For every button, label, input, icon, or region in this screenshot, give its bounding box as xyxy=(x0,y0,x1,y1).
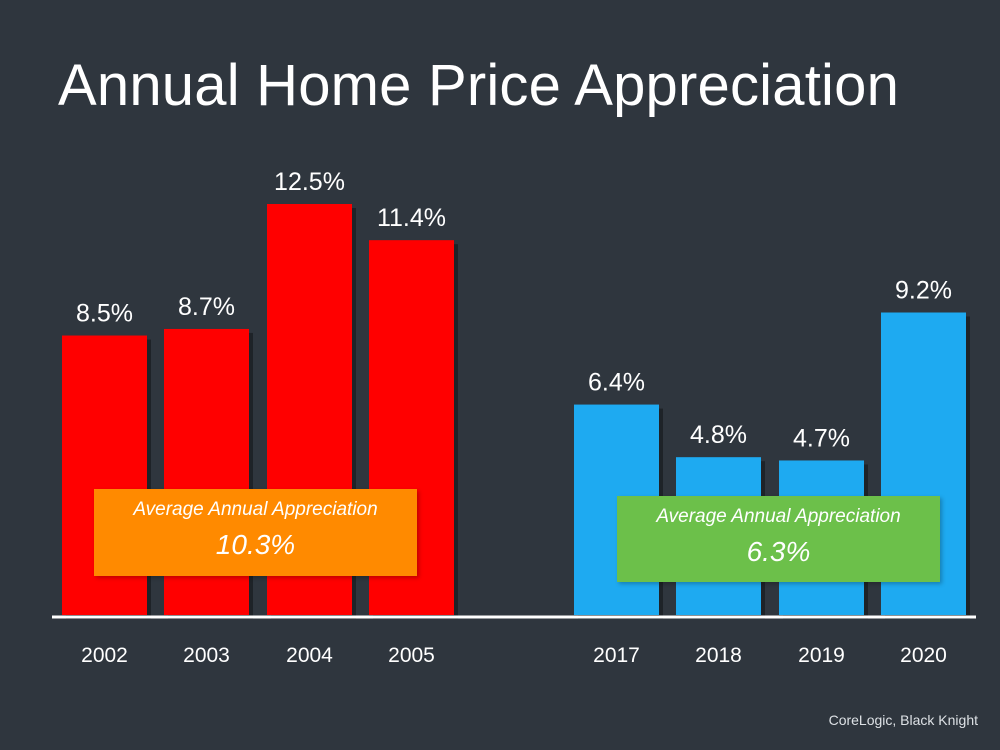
data-label-2004: 12.5% xyxy=(274,168,345,196)
x-tick-label-2003: 2003 xyxy=(183,644,230,667)
average-appreciation-box-recent: Average Annual Appreciation 6.3% xyxy=(617,496,940,582)
data-label-2018: 4.8% xyxy=(690,421,747,449)
x-tick-label-2019: 2019 xyxy=(798,644,845,667)
average-appreciation-value-recent: 6.3% xyxy=(746,536,811,567)
source-note: CoreLogic, Black Knight xyxy=(828,712,978,728)
x-tick-label-2002: 2002 xyxy=(81,644,128,667)
data-label-2019: 4.7% xyxy=(793,424,850,452)
data-label-2020: 9.2% xyxy=(895,277,952,305)
average-appreciation-value-early: 10.3% xyxy=(215,529,296,560)
data-label-2002: 8.5% xyxy=(76,300,133,328)
average-appreciation-box-early: Average Annual Appreciation 10.3% xyxy=(94,489,417,576)
data-label-2017: 6.4% xyxy=(588,369,645,397)
x-tick-label-2005: 2005 xyxy=(388,644,435,667)
x-tick-label-2020: 2020 xyxy=(900,644,947,667)
data-label-2005: 11.4% xyxy=(377,204,446,232)
x-tick-label-2018: 2018 xyxy=(695,644,742,667)
x-tick-label-2004: 2004 xyxy=(286,644,333,667)
chart-title: Annual Home Price Appreciation xyxy=(58,53,900,118)
average-appreciation-label-early: Average Annual Appreciation xyxy=(133,499,378,520)
average-appreciation-label-recent: Average Annual Appreciation xyxy=(656,506,901,527)
x-tick-label-2017: 2017 xyxy=(593,644,640,667)
data-label-2003: 8.7% xyxy=(178,293,235,321)
